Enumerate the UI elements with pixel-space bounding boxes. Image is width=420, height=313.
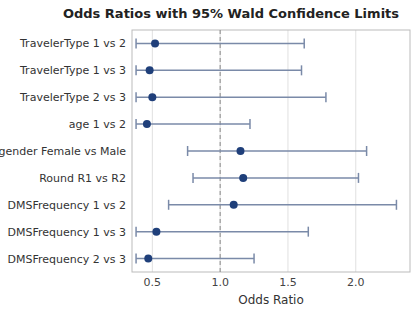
y-tick-label: gender Female vs Male [0, 145, 126, 158]
upper-cap [396, 200, 398, 210]
lower-cap [187, 146, 189, 156]
odds-ratio-point [236, 147, 244, 155]
upper-cap [308, 227, 310, 237]
chart-svg: 0.5 1.0 1.5 2.0 TravelerType 1 vs 2 TravelerT… [0, 0, 420, 313]
y-tick-label: age 1 vs 2 [69, 118, 126, 131]
confidence-interval [136, 70, 301, 72]
confidence-interval [136, 96, 326, 98]
x-tick-label: 2.0 [347, 276, 365, 289]
upper-cap [253, 254, 255, 264]
odds-ratio-point [146, 66, 154, 74]
chart-container: 0.5 1.0 1.5 2.0 TravelerType 1 vs 2 TravelerT… [0, 0, 420, 313]
grid-line [152, 30, 153, 272]
x-tick-label: 0.5 [144, 276, 162, 289]
y-tick-label: TravelerType 1 vs 2 [19, 37, 126, 50]
chart-title: Odds Ratios with 95% Wald Confidence Lim… [63, 6, 399, 21]
confidence-interval [169, 204, 397, 206]
plot-background [132, 30, 410, 272]
data-group [136, 30, 396, 272]
confidence-interval [136, 258, 254, 260]
upper-cap [303, 38, 305, 48]
lower-cap [135, 227, 137, 237]
y-tick-label: DMSFrequency 1 vs 3 [8, 226, 127, 239]
lower-cap [168, 200, 170, 210]
confidence-interval [136, 231, 308, 233]
odds-ratio-point [151, 39, 159, 47]
odds-ratio-point [143, 120, 151, 128]
confidence-interval [188, 150, 367, 152]
odds-ratio-point [230, 201, 238, 209]
upper-cap [358, 173, 360, 183]
plot-frame [132, 30, 410, 272]
y-tick-label: DMSFrequency 2 vs 3 [8, 253, 127, 266]
y-tick-label: TravelerType 1 vs 3 [19, 64, 126, 77]
odds-ratio-point [144, 255, 152, 263]
y-tick-label: Round R1 vs R2 [39, 172, 126, 185]
lower-cap [135, 38, 137, 48]
y-tick-label: TravelerType 2 vs 3 [19, 91, 126, 104]
upper-cap [325, 92, 327, 102]
odds-ratio-point [239, 174, 247, 182]
x-axis-label: Odds Ratio [238, 293, 304, 307]
confidence-interval [136, 43, 304, 45]
upper-cap [301, 65, 303, 75]
upper-cap [366, 146, 368, 156]
lower-cap [192, 173, 194, 183]
odds-ratio-point [152, 228, 160, 236]
x-tick-label: 1.5 [279, 276, 297, 289]
confidence-interval [136, 123, 250, 125]
x-tick-label: 1.0 [211, 276, 229, 289]
upper-cap [249, 119, 251, 129]
confidence-interval [193, 177, 358, 179]
lower-cap [135, 92, 137, 102]
lower-cap [135, 65, 137, 75]
odds-ratio-point [148, 93, 156, 101]
lower-cap [135, 119, 137, 129]
y-tick-label: DMSFrequency 1 vs 2 [8, 199, 127, 212]
lower-cap [135, 254, 137, 264]
